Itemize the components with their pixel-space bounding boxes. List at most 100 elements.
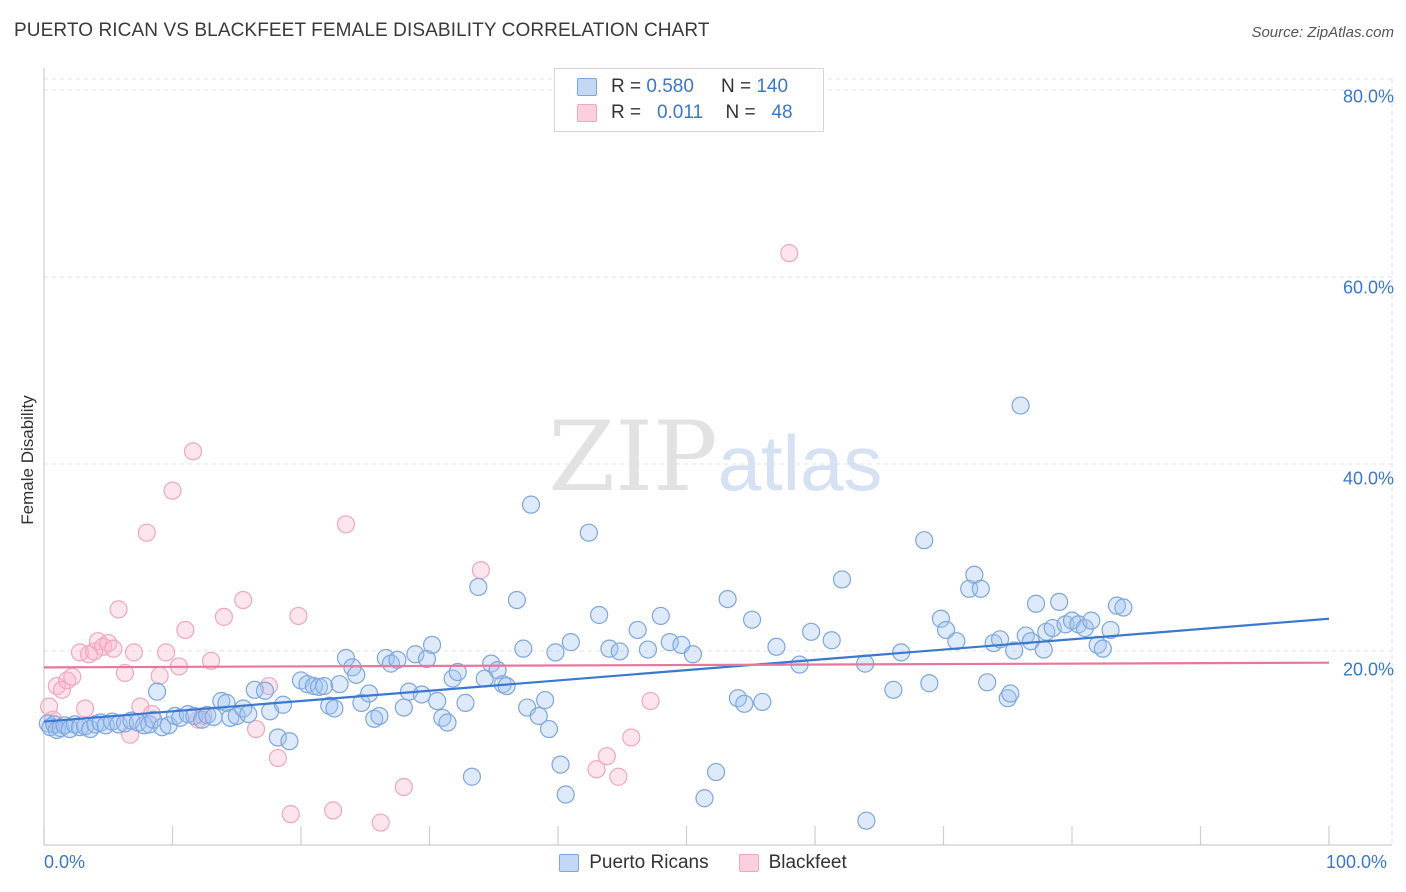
point-puerto-ricans xyxy=(417,649,437,669)
legend-label-puerto-ricans: Puerto Ricans xyxy=(589,852,709,873)
point-puerto-ricans xyxy=(536,690,555,710)
legend-item-puerto-ricans[interactable]: Puerto Ricans xyxy=(559,852,709,874)
watermark-zip: ZIP xyxy=(548,401,717,513)
point-puerto-ricans xyxy=(651,606,670,626)
point-puerto-ricans xyxy=(638,640,658,659)
point-puerto-ricans xyxy=(304,676,323,696)
y-axis-label: Female Disability xyxy=(18,395,37,525)
point-blackfeet xyxy=(76,699,95,718)
point-puerto-ricans xyxy=(422,635,442,655)
legend-r-label: R = xyxy=(611,102,642,123)
point-blackfeet xyxy=(124,643,144,662)
trend-line-blackfeet xyxy=(43,661,1330,669)
point-puerto-ricans xyxy=(221,708,240,727)
point-puerto-ricans xyxy=(546,643,565,662)
point-puerto-ricans xyxy=(309,677,329,697)
point-puerto-ricans xyxy=(462,767,482,786)
point-blackfeet xyxy=(234,590,253,610)
point-puerto-ricans xyxy=(660,633,679,652)
point-puerto-ricans xyxy=(832,570,852,589)
x-tick-label-max: 100.0% xyxy=(1326,852,1388,872)
point-puerto-ricans xyxy=(936,620,956,640)
point-puerto-ricans xyxy=(469,577,488,597)
legend-n-label: N = xyxy=(725,102,756,123)
point-puerto-ricans xyxy=(753,692,772,712)
legend-r-label: R = xyxy=(611,76,642,97)
watermark-atlas: atlas xyxy=(718,419,883,507)
point-puerto-ricans xyxy=(695,789,714,808)
point-blackfeet xyxy=(156,643,176,662)
point-puerto-ricans xyxy=(947,632,966,651)
point-puerto-ricans xyxy=(931,609,951,628)
source-credit: Source: ZipAtlas.com xyxy=(1251,24,1394,41)
point-blackfeet xyxy=(201,651,221,670)
legend-n-value: 140 xyxy=(756,76,789,97)
point-puerto-ricans xyxy=(1001,684,1020,703)
point-puerto-ricans xyxy=(360,684,379,703)
point-blackfeet xyxy=(163,481,182,500)
point-puerto-ricans xyxy=(990,630,1010,649)
trend-line-puerto-ricans xyxy=(43,617,1330,723)
legend-swatch-puerto-ricans xyxy=(577,78,597,96)
point-puerto-ricans xyxy=(482,654,501,673)
point-blackfeet xyxy=(268,748,287,768)
point-puerto-ricans xyxy=(767,637,786,656)
point-puerto-ricans xyxy=(590,605,609,625)
point-puerto-ricans xyxy=(239,704,258,724)
point-puerto-ricans xyxy=(1082,611,1101,630)
y-tick-label-20: 20.0% xyxy=(1342,659,1394,680)
point-puerto-ricans xyxy=(204,707,223,727)
stats-legend: R = 0.580 N = 140 R = 0.011 N = 48 xyxy=(554,68,824,132)
point-puerto-ricans xyxy=(857,811,876,830)
legend-swatch-blackfeet xyxy=(577,104,597,122)
point-puerto-ricans xyxy=(539,719,559,739)
point-blackfeet xyxy=(109,600,128,619)
point-blackfeet xyxy=(471,561,490,580)
x-tick-label-min: 0.0% xyxy=(44,852,86,872)
point-puerto-ricans xyxy=(507,590,526,610)
point-puerto-ricans xyxy=(352,693,371,712)
point-puerto-ricans xyxy=(920,674,939,693)
point-puerto-ricans xyxy=(529,706,548,726)
point-puerto-ricans xyxy=(280,732,299,751)
point-puerto-ricans xyxy=(683,645,703,664)
point-puerto-ricans xyxy=(268,728,287,747)
point-puerto-ricans xyxy=(978,673,997,692)
point-blackfeet xyxy=(780,244,799,263)
point-blackfeet xyxy=(587,760,606,779)
point-puerto-ricans xyxy=(365,709,384,728)
point-puerto-ricans xyxy=(388,650,407,669)
point-puerto-ricans xyxy=(551,755,570,774)
point-puerto-ricans xyxy=(971,579,990,598)
point-puerto-ricans xyxy=(1093,639,1112,658)
legend-swatch-blackfeet xyxy=(738,854,759,872)
point-puerto-ricans xyxy=(822,631,841,650)
point-puerto-ricans xyxy=(438,713,457,732)
chart-title: PUERTO RICAN VS BLACKFEET FEMALE DISABIL… xyxy=(14,20,710,41)
legend-item-blackfeet[interactable]: Blackfeet xyxy=(738,852,847,874)
point-puerto-ricans xyxy=(370,706,389,726)
point-puerto-ricans xyxy=(198,705,217,725)
legend-r-value: 0.011 xyxy=(656,102,704,123)
point-blackfeet xyxy=(150,666,169,685)
puerto-rican-points xyxy=(38,396,1133,830)
point-puerto-ricans xyxy=(1101,620,1120,640)
point-blackfeet xyxy=(70,643,90,662)
point-puerto-ricans xyxy=(884,680,903,699)
point-puerto-ricans xyxy=(1050,592,1069,612)
point-blackfeet xyxy=(246,719,266,739)
point-puerto-ricans xyxy=(227,706,246,726)
point-puerto-ricans xyxy=(153,718,172,737)
point-puerto-ricans xyxy=(561,633,580,652)
point-blackfeet xyxy=(641,691,660,711)
point-blackfeet xyxy=(99,633,118,653)
point-puerto-ricans xyxy=(628,620,647,640)
point-puerto-ricans xyxy=(1011,396,1030,415)
point-puerto-ricans xyxy=(1034,640,1053,659)
legend-n-value: 48 xyxy=(771,102,793,123)
point-blackfeet xyxy=(183,442,203,461)
point-puerto-ricans xyxy=(412,685,431,704)
point-blackfeet xyxy=(85,642,104,661)
legend-row-puerto-ricans: R = 0.580 N = 140 xyxy=(577,74,788,100)
